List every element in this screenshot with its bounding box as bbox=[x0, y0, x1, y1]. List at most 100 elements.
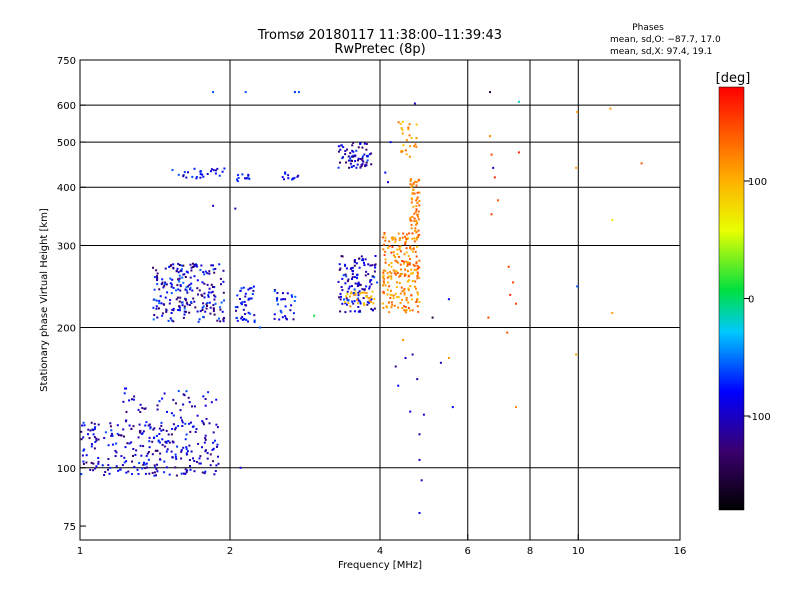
data-point bbox=[240, 287, 243, 290]
data-point bbox=[202, 305, 205, 308]
data-point bbox=[90, 421, 93, 424]
data-point bbox=[297, 174, 300, 177]
data-point bbox=[396, 253, 399, 256]
data-point bbox=[116, 432, 119, 435]
data-point bbox=[345, 297, 348, 300]
data-point bbox=[156, 283, 159, 286]
data-point bbox=[296, 175, 299, 178]
data-point bbox=[244, 91, 247, 94]
data-point bbox=[119, 468, 122, 471]
data-point bbox=[404, 240, 407, 243]
data-point bbox=[203, 441, 206, 444]
data-point bbox=[114, 449, 117, 452]
data-point bbox=[219, 320, 222, 323]
data-point bbox=[357, 281, 360, 284]
data-point bbox=[349, 159, 352, 162]
data-point bbox=[417, 236, 420, 239]
data-point bbox=[393, 272, 396, 275]
data-point bbox=[166, 291, 169, 294]
data-point bbox=[236, 319, 239, 322]
data-point bbox=[393, 236, 396, 239]
data-point bbox=[575, 353, 578, 356]
data-point bbox=[351, 144, 354, 147]
data-point bbox=[104, 431, 107, 434]
data-point bbox=[179, 289, 182, 292]
data-point bbox=[352, 164, 355, 167]
data-point bbox=[181, 276, 184, 279]
data-point bbox=[390, 236, 393, 239]
data-point bbox=[411, 271, 414, 274]
data-point bbox=[407, 301, 410, 304]
data-point bbox=[156, 272, 159, 275]
data-point bbox=[410, 294, 413, 297]
data-point bbox=[405, 299, 408, 302]
data-point bbox=[121, 464, 124, 466]
data-point bbox=[182, 281, 185, 284]
data-point bbox=[367, 263, 370, 266]
y-tick-label: 300 bbox=[57, 241, 76, 252]
data-point bbox=[97, 423, 100, 426]
data-point bbox=[90, 445, 93, 448]
data-point bbox=[110, 429, 113, 432]
data-point bbox=[417, 210, 420, 213]
data-point bbox=[124, 446, 127, 449]
y-tick-label: 75 bbox=[63, 522, 76, 533]
data-point bbox=[97, 462, 100, 465]
data-point bbox=[247, 297, 250, 300]
data-point bbox=[206, 283, 209, 286]
data-point bbox=[404, 357, 407, 359]
data-point bbox=[349, 305, 352, 308]
data-point bbox=[347, 287, 350, 290]
data-point bbox=[182, 273, 185, 276]
data-point bbox=[490, 213, 493, 216]
data-point bbox=[388, 311, 391, 314]
data-point bbox=[344, 302, 347, 305]
data-point bbox=[348, 295, 351, 298]
data-point bbox=[184, 472, 187, 475]
data-point bbox=[347, 159, 350, 162]
data-point bbox=[344, 311, 347, 314]
data-point bbox=[188, 401, 191, 404]
data-point bbox=[386, 306, 389, 309]
data-point bbox=[371, 290, 374, 293]
data-point bbox=[123, 392, 126, 395]
data-point bbox=[361, 159, 364, 162]
x-tick-label: 1 bbox=[77, 546, 83, 557]
data-point bbox=[389, 297, 392, 299]
data-point bbox=[416, 298, 418, 301]
data-point bbox=[156, 470, 159, 473]
data-point bbox=[411, 237, 414, 240]
data-point bbox=[204, 438, 207, 441]
data-point bbox=[397, 121, 400, 124]
data-point bbox=[130, 441, 133, 444]
data-point bbox=[402, 144, 405, 147]
data-point bbox=[396, 248, 399, 251]
data-point bbox=[172, 266, 175, 269]
data-point bbox=[175, 289, 177, 292]
data-point bbox=[185, 452, 188, 455]
data-point bbox=[199, 455, 202, 458]
data-point bbox=[384, 171, 387, 174]
data-point bbox=[413, 145, 415, 148]
data-point bbox=[236, 180, 239, 183]
colorbar-ticks: 100 0 -100 bbox=[744, 177, 771, 423]
data-point bbox=[153, 437, 155, 440]
data-point bbox=[180, 472, 183, 475]
data-point bbox=[170, 264, 173, 267]
data-point bbox=[293, 300, 296, 302]
data-point bbox=[273, 289, 276, 291]
data-point bbox=[139, 403, 142, 406]
data-point bbox=[123, 435, 125, 438]
data-point bbox=[413, 268, 416, 271]
data-point bbox=[351, 273, 354, 276]
data-point bbox=[206, 305, 208, 307]
data-point bbox=[281, 176, 284, 179]
data-point bbox=[347, 302, 350, 305]
data-point bbox=[169, 277, 172, 280]
data-point bbox=[362, 160, 365, 163]
data-point bbox=[193, 460, 196, 462]
data-point bbox=[353, 260, 356, 263]
data-point bbox=[136, 468, 139, 471]
data-point bbox=[201, 306, 204, 309]
data-point bbox=[153, 298, 156, 301]
